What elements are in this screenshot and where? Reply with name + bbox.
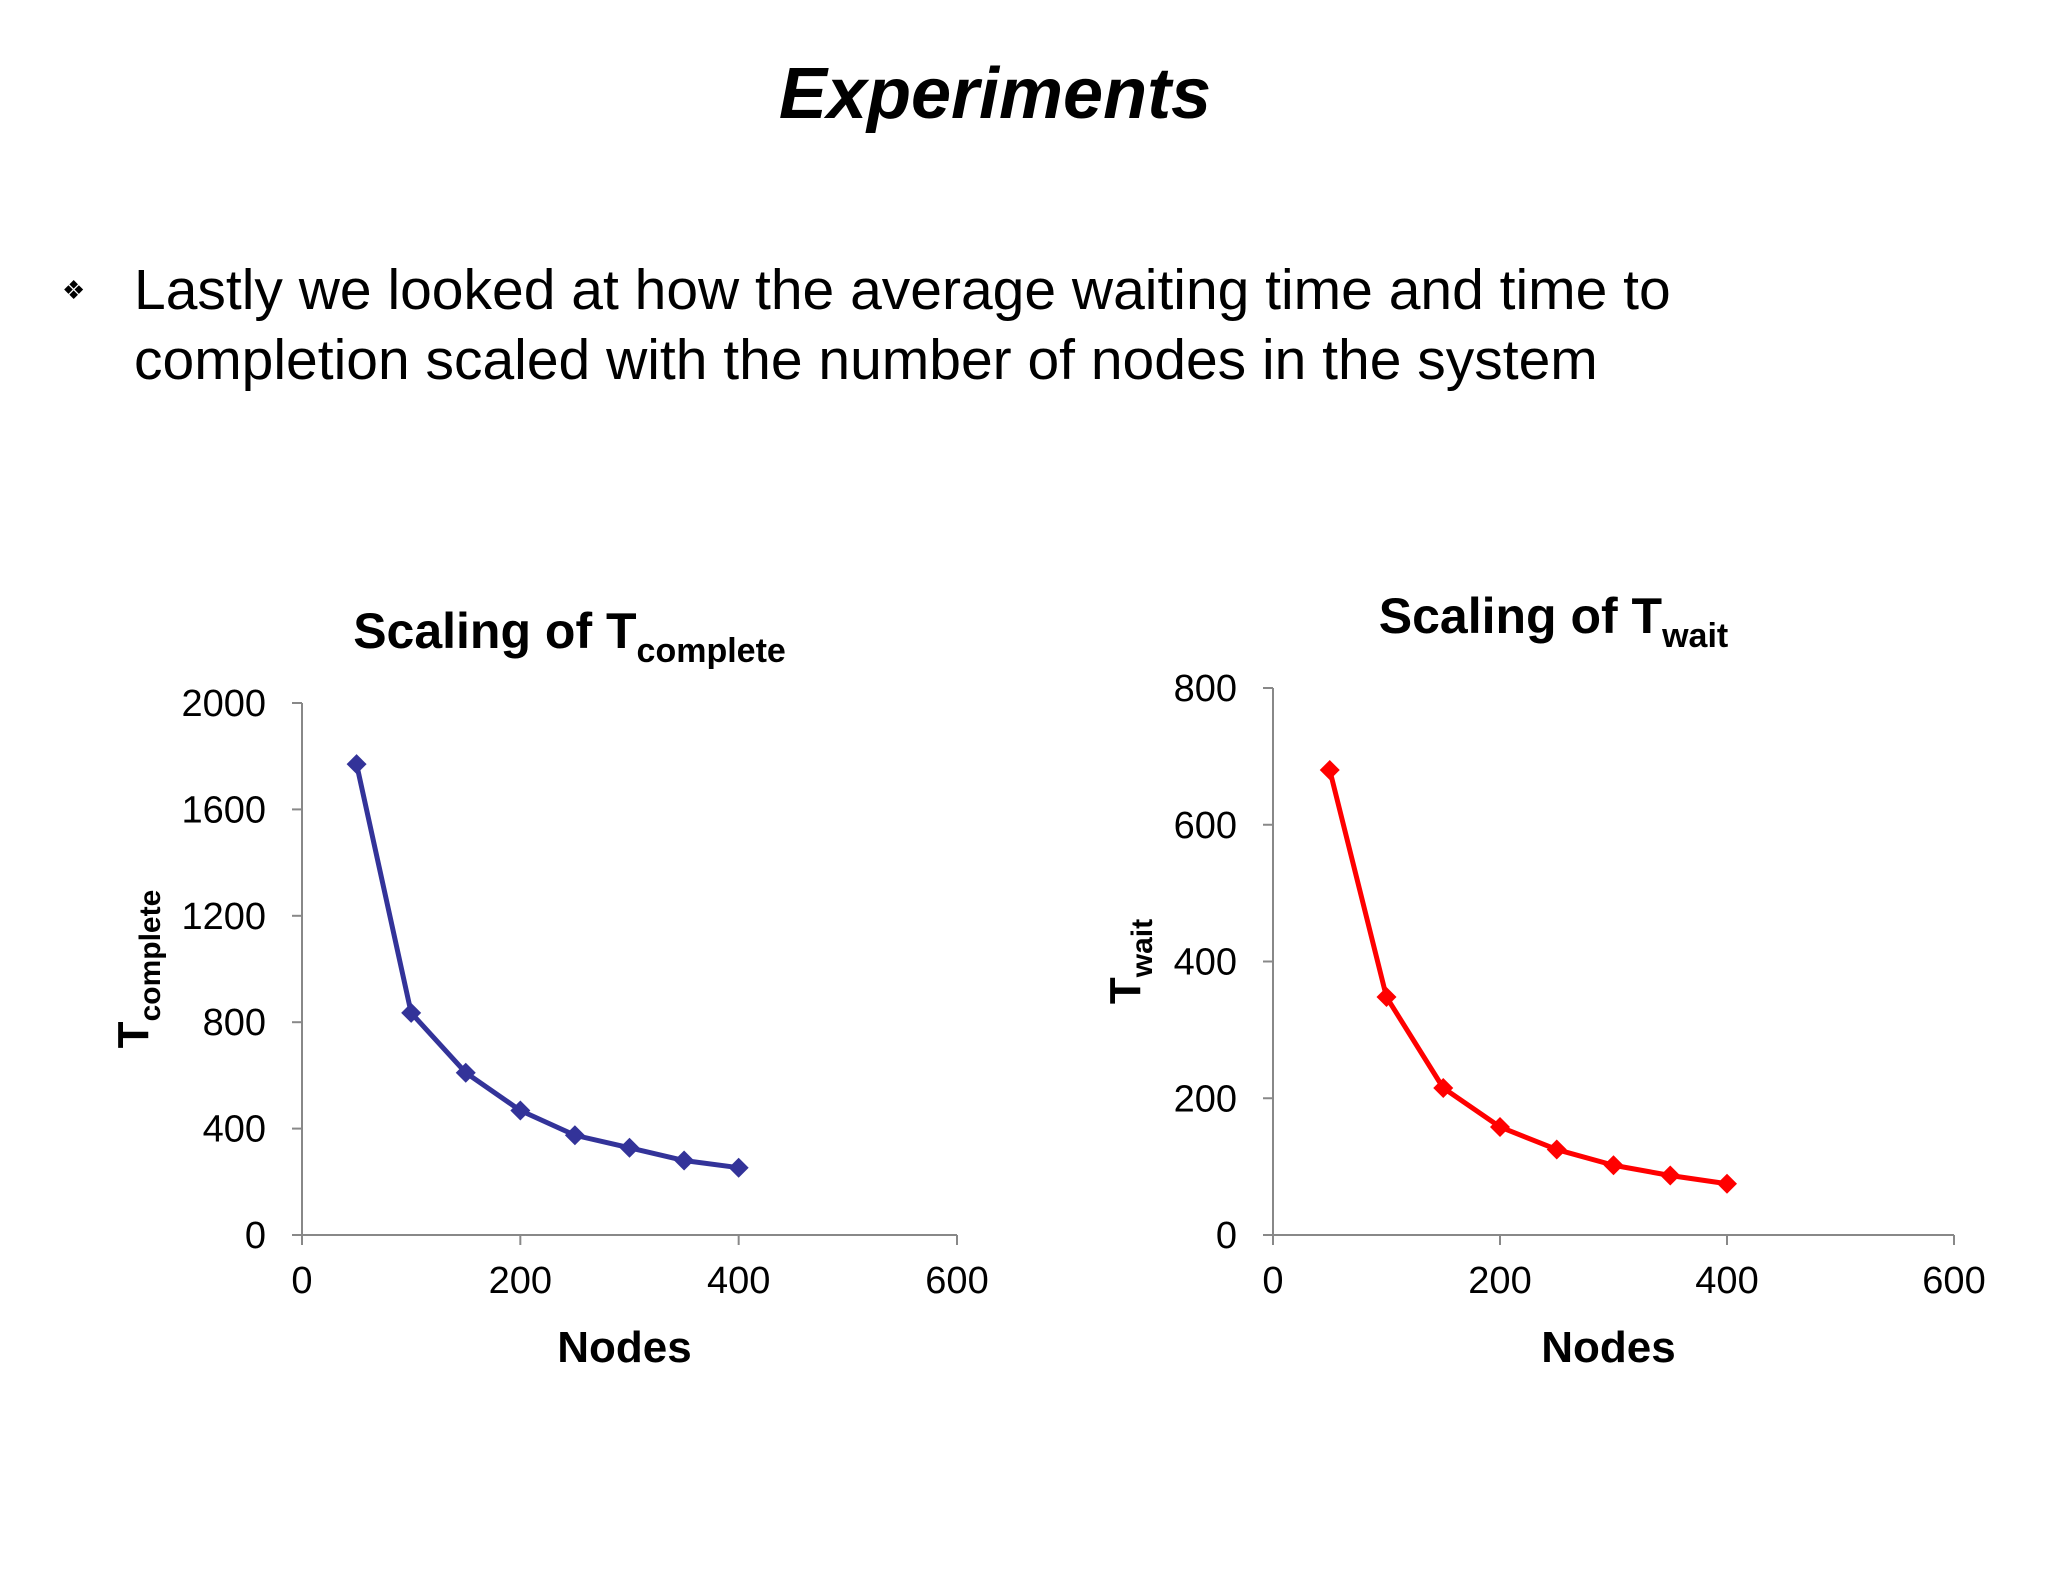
data-point-tcomplete <box>564 1125 585 1146</box>
data-point-twait <box>1490 1116 1510 1137</box>
x-tick-label: 0 <box>291 1260 312 1302</box>
bullet-text: Lastly we looked at how the average wait… <box>134 258 1671 392</box>
data-point-twait <box>1717 1173 1737 1194</box>
y-tick-label: 1600 <box>181 789 266 831</box>
data-point-twait <box>1376 987 1397 1008</box>
data-point-tcomplete <box>728 1157 749 1178</box>
x-tick-label: 200 <box>1468 1260 1531 1302</box>
data-point-tcomplete <box>455 1062 476 1083</box>
x-tick-label: 600 <box>1922 1260 1985 1302</box>
data-point-twait <box>1603 1155 1624 1176</box>
y-tick-label: 600 <box>1174 805 1237 847</box>
x-tick-label: 600 <box>925 1260 988 1302</box>
data-point-twait <box>1660 1165 1681 1186</box>
data-point-twait <box>1546 1139 1567 1160</box>
y-tick-label: 200 <box>1174 1078 1237 1120</box>
x-tick-label: 0 <box>1262 1260 1283 1302</box>
y-tick-label: 0 <box>245 1215 266 1257</box>
series-line-twait <box>1327 769 1728 1187</box>
data-point-tcomplete <box>619 1137 640 1158</box>
chart-twait: Scaling of Twait 0 200 400 600 0 200 400 600 800 N… <box>1101 588 1986 1372</box>
y-tick-label: 0 <box>1216 1215 1237 1257</box>
y-axis-label: Twait <box>1101 919 1159 1004</box>
data-point-tcomplete <box>674 1150 695 1171</box>
slide-title: Experiments <box>778 54 1212 134</box>
x-tick-label: 400 <box>707 1260 770 1302</box>
y-tick-label: 400 <box>203 1109 266 1151</box>
chart-title-tcomplete: Scaling of Tcomplete <box>353 603 786 670</box>
y-tick-label: 1200 <box>181 896 266 938</box>
y-tick-label: 800 <box>1174 668 1237 710</box>
y-axis-label: Tcomplete <box>109 890 167 1049</box>
y-tick-label: 800 <box>203 1002 266 1044</box>
data-point-tcomplete <box>510 1100 531 1121</box>
x-tick-label: 400 <box>1695 1260 1758 1302</box>
data-point-twait <box>1319 760 1340 781</box>
data-point-tcomplete <box>346 754 367 775</box>
bullet-diamond-icon: ❖ <box>62 275 86 305</box>
series-line-tcomplete <box>354 763 739 1171</box>
x-tick-label: 200 <box>489 1260 552 1302</box>
x-axis-label: Nodes <box>557 1323 691 1372</box>
chart-title-twait: Scaling of Twait <box>1379 588 1728 655</box>
data-point-twait <box>1433 1077 1454 1098</box>
y-tick-label: 400 <box>1174 942 1237 984</box>
x-axis-label: Nodes <box>1541 1323 1675 1372</box>
chart-tcomplete: Scaling of Tcomplete 0 200 400 600 0 400 800 120… <box>109 603 989 1372</box>
data-point-tcomplete <box>401 1002 422 1023</box>
y-tick-label: 2000 <box>181 683 266 725</box>
